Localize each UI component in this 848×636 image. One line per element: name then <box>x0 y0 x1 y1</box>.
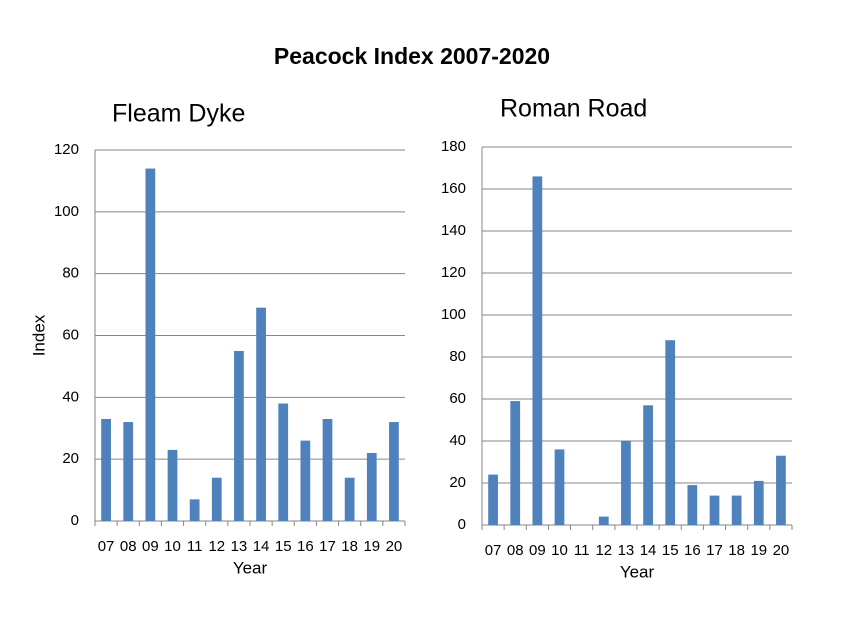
y-tick-label: 100 <box>441 306 466 323</box>
bar <box>101 418 111 521</box>
chart-title: Fleam Dyke <box>112 100 245 128</box>
x-axis-label: Year <box>233 558 268 577</box>
bar <box>344 477 355 521</box>
x-tick-label: 10 <box>164 538 181 555</box>
y-axis-label: Index <box>29 314 48 356</box>
x-tick-label: 11 <box>574 542 590 559</box>
bar <box>167 449 178 521</box>
y-tick-label: 40 <box>449 432 466 449</box>
bar <box>554 449 565 525</box>
x-tick-label: 13 <box>231 538 248 555</box>
y-tick-label: 120 <box>441 264 466 281</box>
x-tick-label: 07 <box>98 538 115 555</box>
x-axis-label: Year <box>620 562 655 581</box>
x-tick-label: 17 <box>319 538 336 555</box>
bar <box>532 176 543 525</box>
y-tick-label: 80 <box>449 348 466 365</box>
bar <box>709 495 720 525</box>
bar <box>278 403 289 521</box>
y-tick-label: 160 <box>441 180 466 197</box>
x-tick-label: 17 <box>706 542 723 559</box>
bar <box>256 307 266 521</box>
x-tick-label: 19 <box>363 538 380 555</box>
x-tick-label: 14 <box>640 542 657 559</box>
y-tick-label: 180 <box>441 138 466 155</box>
x-tick-label: 10 <box>551 542 568 559</box>
slide-title: Peacock Index 2007-2020 <box>274 43 550 69</box>
bar <box>753 480 764 525</box>
y-tick-label: 80 <box>62 265 79 282</box>
x-tick-label: 20 <box>773 542 790 559</box>
bar <box>389 422 399 521</box>
x-tick-label: 07 <box>485 542 502 559</box>
x-tick-label: 19 <box>750 542 767 559</box>
bar <box>687 485 698 525</box>
x-tick-label: 09 <box>529 542 546 559</box>
y-tick-label: 20 <box>449 474 466 491</box>
bar <box>366 452 377 521</box>
bar <box>211 477 222 521</box>
bar <box>145 168 156 522</box>
bar <box>300 440 311 521</box>
x-tick-label: 18 <box>341 538 358 555</box>
x-tick-label: 16 <box>297 538 314 555</box>
x-tick-label: 16 <box>684 542 701 559</box>
y-tick-label: 60 <box>449 390 466 407</box>
bar <box>621 441 631 525</box>
bar <box>776 455 786 525</box>
x-tick-label: 13 <box>618 542 635 559</box>
y-tick-label: 120 <box>54 141 79 158</box>
chart-title: Roman Road <box>500 95 647 123</box>
y-tick-label: 20 <box>62 450 79 467</box>
y-tick-label: 0 <box>71 512 79 529</box>
bar <box>510 401 521 525</box>
x-tick-label: 14 <box>253 538 270 555</box>
x-tick-label: 15 <box>275 538 292 555</box>
x-tick-label: 15 <box>662 542 679 559</box>
bar <box>731 495 742 525</box>
bar <box>189 499 200 521</box>
bar <box>488 474 498 525</box>
bar <box>234 350 244 521</box>
bar <box>598 516 609 525</box>
x-tick-label: 09 <box>142 538 159 555</box>
bar <box>123 422 134 521</box>
bar <box>322 418 333 521</box>
x-tick-label: 12 <box>208 538 225 555</box>
x-tick-label: 11 <box>187 538 203 555</box>
y-tick-label: 100 <box>54 203 79 220</box>
x-tick-label: 20 <box>386 538 403 555</box>
y-tick-label: 40 <box>62 388 79 405</box>
y-tick-label: 140 <box>441 222 466 239</box>
y-tick-label: 0 <box>458 516 466 533</box>
x-tick-label: 18 <box>728 542 745 559</box>
bar <box>665 340 676 525</box>
x-tick-label: 12 <box>595 542 612 559</box>
x-tick-label: 08 <box>507 542 524 559</box>
x-tick-label: 08 <box>120 538 137 555</box>
y-tick-label: 60 <box>62 326 79 343</box>
bar <box>643 405 653 525</box>
